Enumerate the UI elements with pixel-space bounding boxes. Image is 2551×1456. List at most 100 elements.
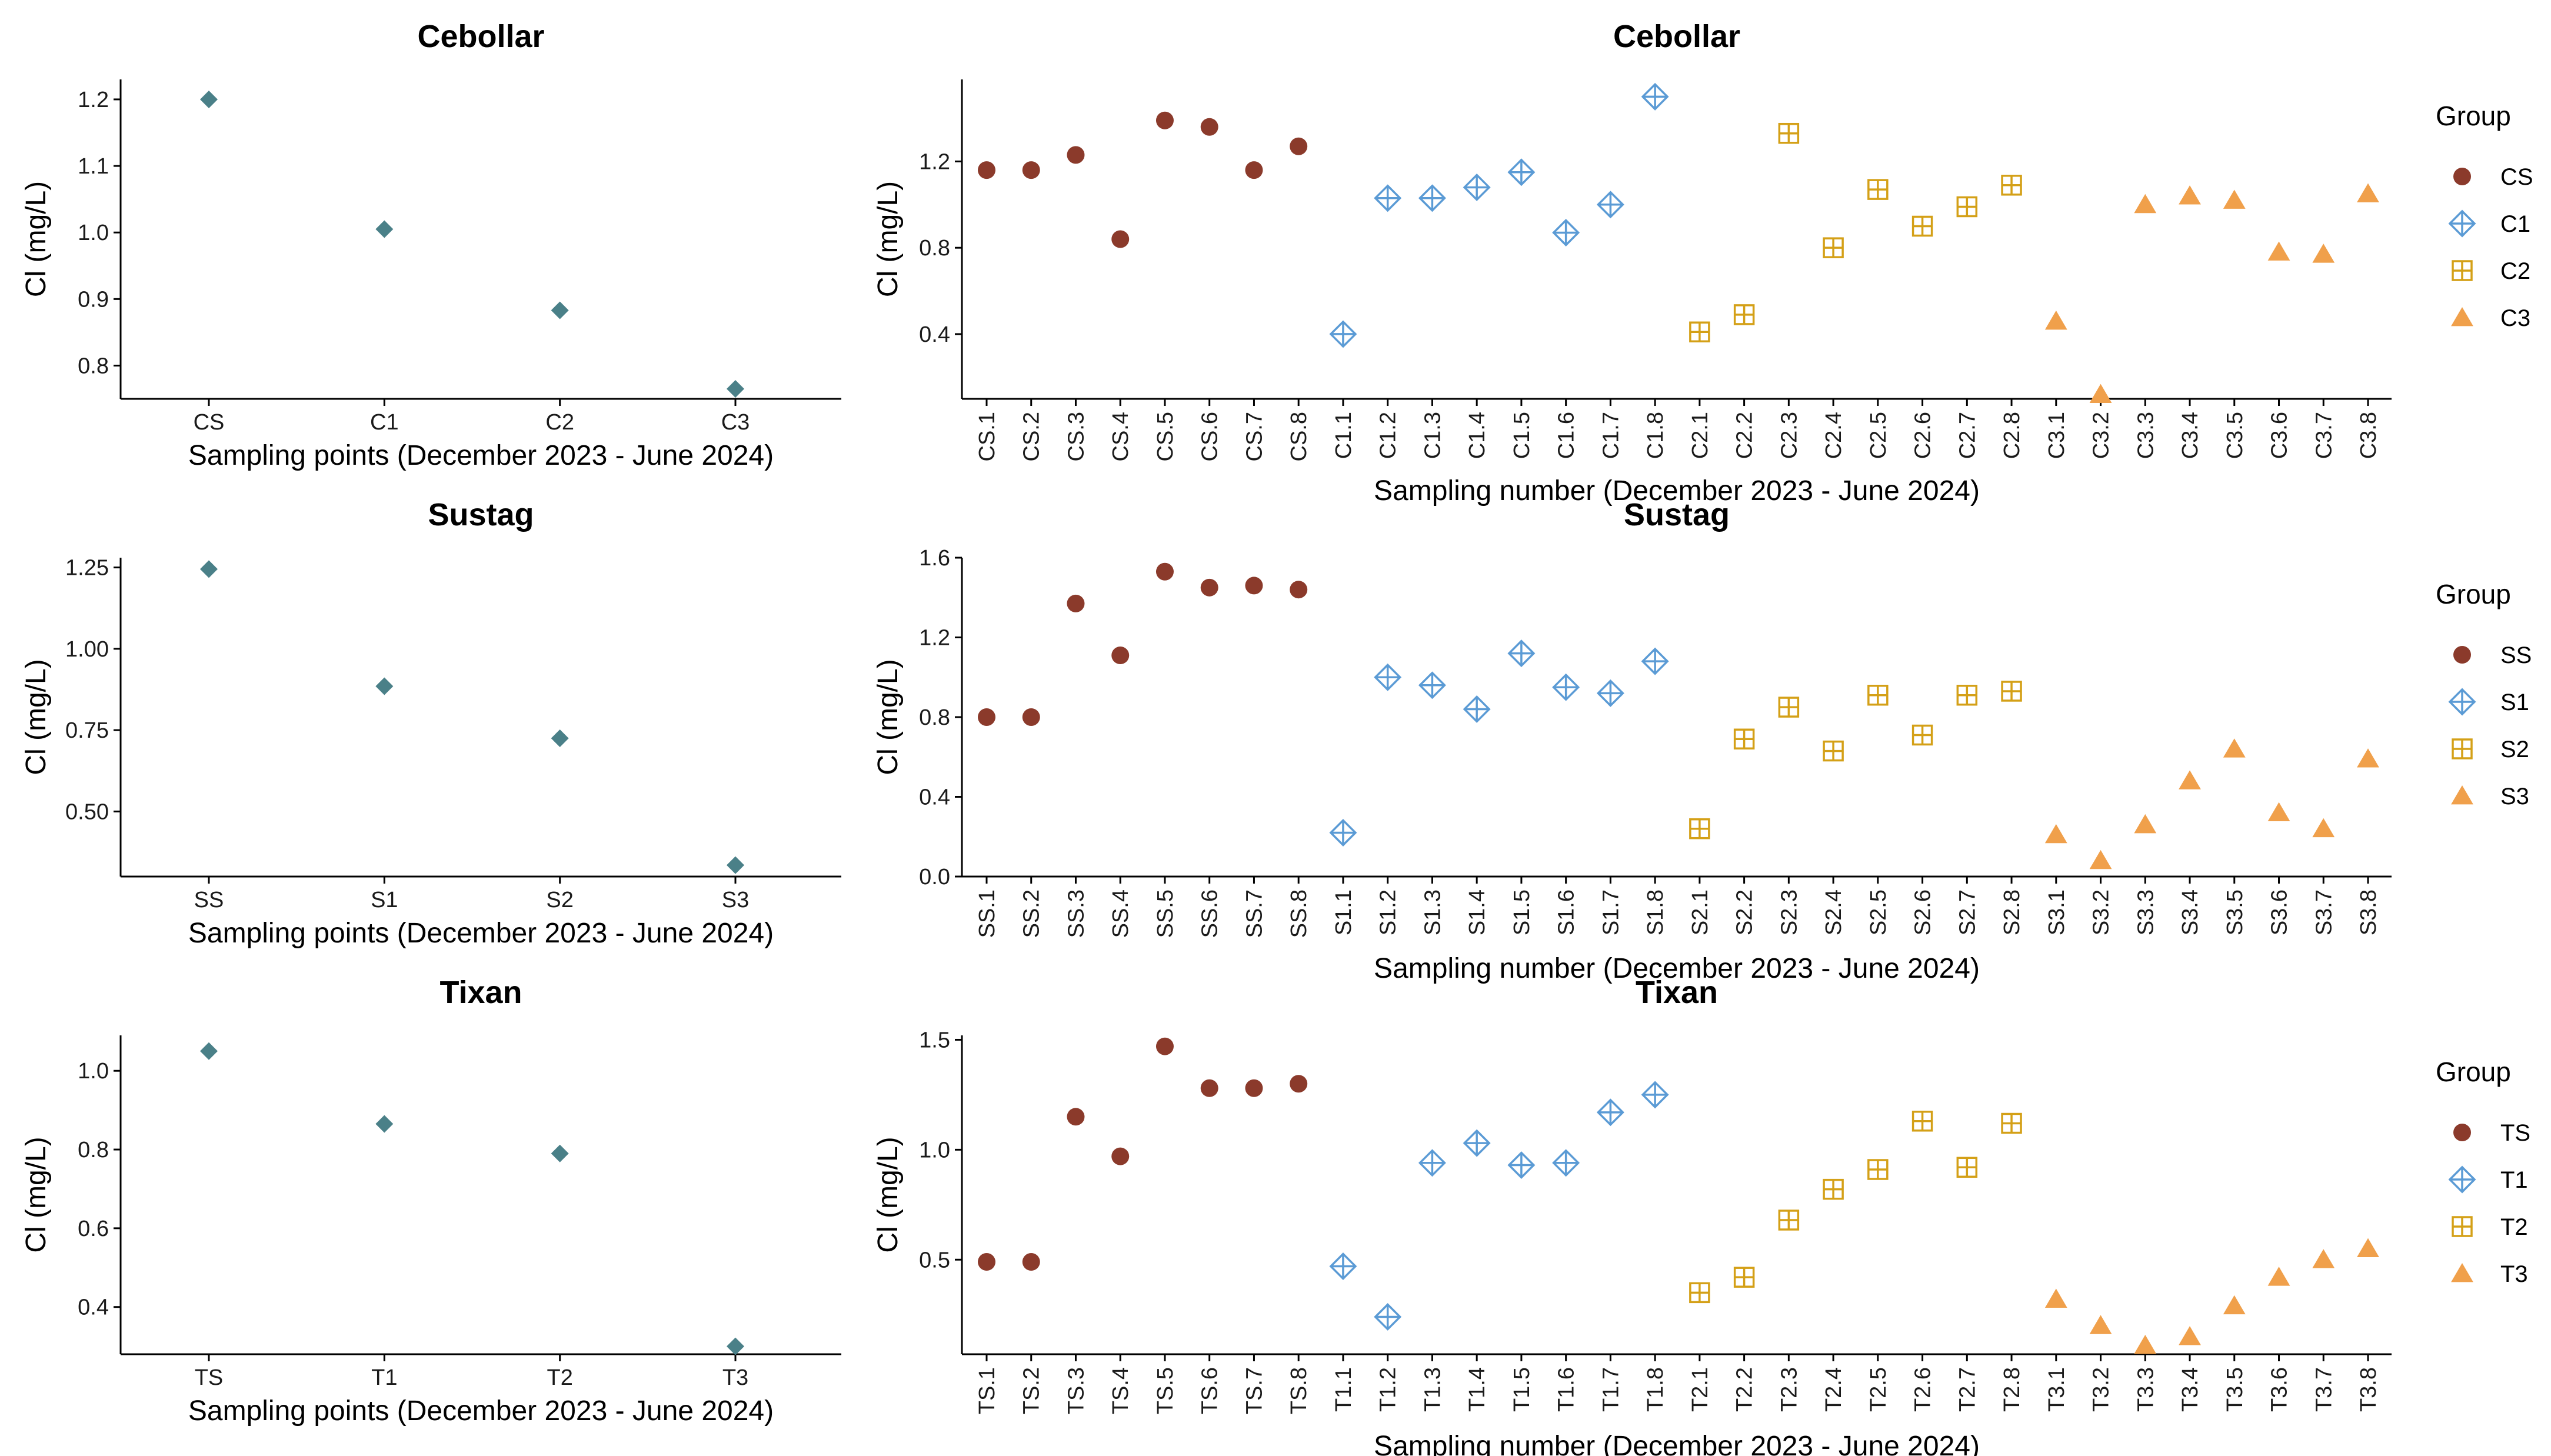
data-point-C3-5 — [2223, 189, 2246, 209]
data-point-C1-3-cross — [1420, 185, 1445, 211]
chart-panel-cebollar-points: Cebollar 0.8 0.9 1.0 1.1 1.2 CS C1 C2 C3 Sampling … — [21, 19, 841, 471]
x-tick-label: S2.6 — [1911, 889, 1936, 935]
data-point-T1-3-cross — [1420, 1150, 1445, 1175]
data-point-C1-8 — [1641, 82, 1669, 111]
x-tick-label: C2.1 — [1688, 412, 1713, 459]
data-point-S2-3 — [1778, 697, 1800, 718]
data-point-C2-4 — [1823, 237, 1844, 258]
data-point-C1-4-cross — [1464, 175, 1490, 200]
data-point-C3-7 — [2312, 244, 2335, 263]
data-point-S2-7-cross — [1957, 685, 1977, 705]
x-tick-label: C3.8 — [2356, 412, 2381, 459]
data-point-T1 — [375, 1115, 394, 1133]
legend-key-T2 — [2452, 1216, 2473, 1237]
data-point-T1-2-cross — [1375, 1304, 1400, 1330]
data-point-T2-2-cross — [1734, 1268, 1754, 1287]
data-point-C2-5-cross — [1868, 180, 1887, 199]
data-point-T2-3 — [1778, 1210, 1800, 1231]
data-point-S3 — [727, 856, 744, 874]
data-point-C1-7-cross — [1598, 192, 1623, 217]
chart-title: Sustag — [1624, 497, 1730, 532]
data-point-T2 — [551, 1144, 569, 1162]
y-tick-label: 1.0 — [919, 1138, 950, 1162]
x-tick-label: TS.7 — [1242, 1367, 1267, 1414]
data-point-C1-2 — [1374, 184, 1402, 212]
data-point-S1-1 — [1329, 818, 1357, 847]
x-tick-label: SS.2 — [1020, 889, 1044, 938]
data-point-T1-2-outline — [1374, 1302, 1402, 1331]
x-tick-label: T1.4 — [1465, 1367, 1490, 1412]
data-point-S1-4-cross — [1464, 697, 1490, 722]
data-point-S2-5 — [1867, 684, 1889, 706]
y-tick-label: 0.50 — [65, 799, 109, 824]
x-tick-label: S1.3 — [1420, 889, 1445, 935]
x-tick-label: T3.6 — [2267, 1367, 2292, 1412]
y-tick-label: 0.4 — [78, 1295, 109, 1320]
data-point-S1-7-cross — [1598, 681, 1623, 706]
data-point-S2-4 — [1823, 740, 1844, 762]
data-point-TS — [200, 1042, 218, 1060]
x-tick-label: TS.5 — [1153, 1367, 1178, 1414]
data-point-S3-7 — [2312, 818, 2335, 838]
data-point-T1-5-cross — [1508, 1152, 1534, 1178]
legend: Group TS T1 T2 T3 — [2436, 1057, 2530, 1287]
chart-title: Tixan — [439, 975, 522, 1010]
data-point-T1-5-outline — [1507, 1151, 1536, 1180]
legend-label-C1: C1 — [2500, 211, 2530, 237]
x-tick-label: C2.5 — [1866, 412, 1891, 459]
data-point-TS-6 — [1200, 1079, 1218, 1097]
x-tick-label: TS.6 — [1198, 1367, 1223, 1414]
data-point-SS-3 — [1067, 594, 1085, 612]
x-tick-label: CS.4 — [1108, 412, 1133, 461]
legend-key-TS — [2453, 1124, 2471, 1141]
data-point-SS-2 — [1022, 708, 1040, 726]
x-tick-label: S1.6 — [1554, 889, 1579, 935]
data-point-T2-2 — [1733, 1267, 1755, 1288]
x-tick-label: S2.7 — [1955, 889, 1980, 935]
x-axis-title: Sampling number (December 2023 - June 20… — [1374, 953, 1980, 984]
data-point-C1-5-cross — [1508, 159, 1534, 185]
legend-label-C3: C3 — [2500, 305, 2530, 331]
data-point-T3-6 — [2267, 1267, 2290, 1286]
x-tick-label: T2.6 — [1911, 1367, 1936, 1412]
x-tick-label: T1.2 — [1376, 1367, 1401, 1412]
x-tick-label: T3.4 — [2178, 1367, 2203, 1412]
y-tick-label: 1.00 — [65, 637, 109, 662]
data-point-S2 — [551, 729, 569, 747]
data-point-S1-1-cross — [1330, 820, 1356, 845]
y-axis-title: Cl (mg/L) — [872, 181, 904, 297]
data-point-SS-7 — [1245, 577, 1263, 595]
x-tick-label: CS.8 — [1287, 412, 1311, 461]
data-point-C3-6 — [2267, 241, 2290, 261]
x-tick-label: T1 — [371, 1365, 397, 1390]
legend-title: Group — [2436, 101, 2511, 131]
data-point-S1-4 — [1463, 695, 1491, 723]
x-tick-label: T2.1 — [1688, 1367, 1713, 1412]
y-tick-label: 0.8 — [78, 1138, 109, 1162]
legend-key-C1-cross — [2450, 211, 2475, 236]
y-tick-label: 0.8 — [919, 236, 950, 261]
x-tick-label: T3.7 — [2312, 1367, 2336, 1412]
data-point-T1-8-cross — [1643, 1082, 1668, 1107]
x-tick-label: T2 — [547, 1365, 572, 1390]
data-point-T2-4-cross — [1824, 1180, 1843, 1199]
x-tick-label: T1.8 — [1643, 1367, 1668, 1412]
data-point-C1-6 — [1552, 219, 1580, 246]
data-point-C2-3-cross — [1779, 124, 1799, 143]
x-tick-label: T3.2 — [2089, 1367, 2114, 1412]
x-tick-label: S3.2 — [2089, 889, 2114, 935]
legend-label-TS: TS — [2500, 1120, 2530, 1146]
data-point-S3-5 — [2223, 738, 2246, 758]
data-point-CS — [200, 90, 218, 108]
data-point-T1-8 — [1641, 1081, 1669, 1109]
x-tick-label: TS.1 — [975, 1367, 1000, 1414]
data-point-S1-3 — [1418, 671, 1446, 699]
x-tick-label: T3 — [722, 1365, 748, 1390]
data-point-T2-7-cross — [1957, 1158, 1977, 1177]
x-tick-label: C1.1 — [1331, 412, 1356, 459]
data-point-CS-2 — [1022, 161, 1040, 179]
data-point-T1-4-outline — [1463, 1129, 1491, 1157]
data-point-T2-1 — [1689, 1282, 1710, 1304]
data-point-TS-5 — [1155, 1037, 1174, 1055]
legend-key-S2-cross — [2453, 739, 2472, 758]
